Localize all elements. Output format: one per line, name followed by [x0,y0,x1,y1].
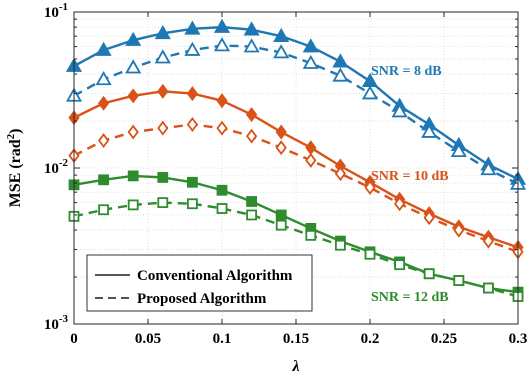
series-line-conventional-0 [73,25,519,181]
data-point-conventional-2 [246,196,258,207]
data-point-conventional-0 [184,20,201,35]
data-point-proposed-2 [246,209,258,221]
data-point-proposed-0 [243,38,260,53]
y-tick-label: 10-2 [44,157,69,177]
data-point-proposed-1 [334,166,347,182]
data-point-proposed-1 [305,152,317,168]
data-point-conventional-0 [332,53,349,68]
data-point-proposed-0 [302,54,319,69]
y-tick-label: 10-3 [44,313,69,333]
legend-label-conventional: Conventional Algorithm [137,268,293,284]
data-point-proposed-2 [98,204,109,216]
data-point-proposed-1 [482,233,495,249]
data-point-proposed-1 [127,124,139,140]
data-point-conventional-2 [275,209,287,221]
data-point-proposed-2 [334,239,346,251]
data-point-proposed-1 [275,140,287,156]
data-point-proposed-0 [184,41,201,56]
data-point-proposed-2 [482,282,494,294]
series-line-conventional-1 [73,90,519,249]
annotation-snr-12: SNR = 12 dB [371,290,449,305]
data-point-conventional-2 [216,184,228,196]
data-point-proposed-0 [450,142,467,158]
data-point-proposed-2 [186,198,198,210]
x-tick-label: 0.2 [361,331,380,347]
data-point-proposed-0 [480,161,497,176]
data-point-conventional-1 [275,124,287,140]
data-point-proposed-2 [394,259,406,271]
data-point-proposed-0 [154,49,171,64]
x-tick-label: 0.25 [431,331,457,347]
data-point-proposed-1 [157,120,169,136]
x-tick-label: 0.3 [509,331,528,347]
data-point-proposed-1 [216,120,228,136]
data-point-proposed-0 [361,85,379,100]
data-point-proposed-1 [245,128,258,144]
x-tick-label: 0.05 [135,331,161,347]
annotation-snr-10: SNR = 10 dB [371,169,449,184]
data-point-proposed-2 [453,275,465,286]
y-axis-title-close: ) [7,129,24,134]
data-point-proposed-1 [97,133,110,149]
data-point-conventional-2 [157,172,169,183]
x-tick-label: 0.15 [283,331,309,347]
data-point-proposed-0 [332,67,349,82]
data-point-conventional-0 [302,38,319,53]
legend-box [86,254,313,312]
data-point-conventional-0 [95,41,112,56]
data-point-proposed-1 [364,179,376,195]
axis-ticks: 0 0.05 0.1 0.15 0.2 0.25 0.3 10-3 10-2 10-1 [44,1,528,347]
data-point-conventional-0 [125,31,142,46]
y-tick-label: 10-1 [44,1,68,21]
data-point-proposed-1 [393,196,406,212]
data-point-proposed-0 [273,44,290,59]
series-line-proposed-1 [73,123,519,253]
y-axis-title: MSE (rad2) [5,129,24,208]
data-point-conventional-2 [127,170,139,182]
data-point-proposed-0 [95,71,112,86]
data-point-proposed-2 [364,248,376,260]
data-point-conventional-1 [186,86,199,102]
data-point-proposed-0 [391,103,408,118]
data-point-conventional-0 [154,25,171,40]
x-tick-label: 0 [70,331,78,347]
annotation-snr-8: SNR = 8 dB [371,64,442,79]
series-line-proposed-0 [73,44,519,186]
data-point-proposed-2 [216,203,228,214]
data-point-conventional-2 [186,176,198,188]
legend: Conventional Algorithm Proposed Algorith… [86,254,313,312]
data-point-proposed-2 [157,197,169,209]
series-line-proposed-2 [73,201,519,298]
data-point-proposed-1 [186,117,199,133]
x-tick-label: 0.1 [213,331,232,347]
data-point-conventional-1 [216,93,228,109]
data-point-conventional-1 [127,88,139,104]
data-point-conventional-2 [98,174,109,186]
y-axis-title-main: MSE (rad [7,139,24,207]
data-point-proposed-2 [423,268,435,280]
data-point-proposed-2 [275,219,287,231]
data-point-proposed-2 [305,229,317,241]
data-point-conventional-0 [273,27,290,42]
data-point-conventional-0 [213,18,231,33]
data-point-conventional-1 [157,83,169,99]
data-point-proposed-0 [125,59,142,74]
y-axis-title-sup: 2 [5,133,17,139]
data-point-conventional-0 [243,21,260,36]
x-axis-title: λ [291,358,299,375]
data-point-proposed-1 [423,210,435,226]
data-point-conventional-1 [245,107,258,123]
data-point-proposed-2 [127,199,139,211]
data-point-proposed-1 [453,222,465,238]
data-point-conventional-1 [97,95,110,111]
data-point-proposed-0 [213,37,231,52]
data-point-proposed-0 [421,123,438,138]
legend-label-proposed: Proposed Algorithm [137,291,267,307]
